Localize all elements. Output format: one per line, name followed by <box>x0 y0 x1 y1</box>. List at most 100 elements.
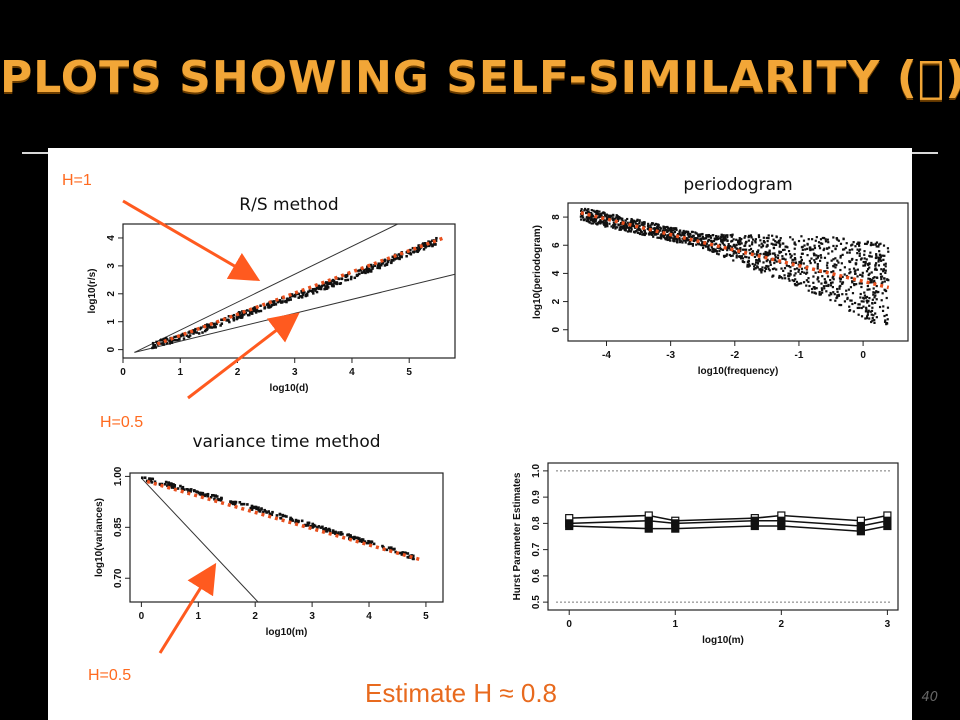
data-point <box>843 248 846 251</box>
data-point <box>872 314 875 317</box>
data-point <box>580 218 583 221</box>
data-point <box>634 222 638 225</box>
data-point <box>706 245 709 248</box>
data-point <box>232 319 236 322</box>
data-point <box>339 533 342 536</box>
data-point <box>748 249 751 252</box>
data-point <box>738 238 741 242</box>
data-point <box>831 286 834 289</box>
data-point <box>634 220 637 223</box>
data-point <box>416 249 420 252</box>
data-point <box>334 530 337 534</box>
data-point <box>813 259 816 262</box>
data-point <box>617 224 620 227</box>
data-point <box>260 507 263 510</box>
data-point <box>307 290 310 294</box>
data-point <box>875 268 878 271</box>
data-point <box>585 211 588 215</box>
data-point <box>871 306 874 309</box>
data-point <box>712 239 716 243</box>
data-point <box>647 232 651 235</box>
data-point <box>875 245 878 248</box>
data-point <box>205 326 209 329</box>
data-point <box>214 325 217 329</box>
data-point <box>886 278 889 281</box>
data-point <box>747 265 750 268</box>
data-point <box>879 242 882 245</box>
data-point <box>730 246 733 249</box>
data-point <box>267 304 271 307</box>
data-point <box>873 279 876 283</box>
data-point <box>835 263 838 267</box>
data-point <box>704 243 707 247</box>
data-point <box>385 548 389 552</box>
data-point <box>839 254 842 258</box>
data-point <box>743 236 746 239</box>
data-point <box>272 303 276 306</box>
data-point <box>788 279 791 282</box>
data-point <box>391 255 395 259</box>
data-point <box>707 233 711 237</box>
x-tick-label: 2 <box>235 367 241 378</box>
data-point <box>297 296 300 299</box>
data-point <box>605 213 608 216</box>
data-point <box>812 281 815 284</box>
data-point <box>823 256 827 259</box>
data-point <box>847 288 850 291</box>
data-point <box>800 267 804 270</box>
data-point <box>858 303 861 306</box>
data-point <box>281 513 285 517</box>
data-point <box>673 230 677 234</box>
data-point <box>813 261 817 264</box>
data-point <box>594 218 598 221</box>
data-point <box>417 245 420 248</box>
data-point <box>823 270 826 273</box>
data-point <box>670 230 673 233</box>
data-point <box>775 236 778 239</box>
data-point <box>263 307 266 310</box>
data-point <box>753 268 756 271</box>
data-point <box>164 480 168 484</box>
data-point <box>787 274 790 278</box>
data-point <box>265 511 268 514</box>
data-point <box>866 313 869 316</box>
data-point <box>670 227 673 230</box>
data-point <box>767 234 770 237</box>
data-point <box>604 224 608 227</box>
data-point <box>880 259 883 262</box>
data-point <box>842 237 845 240</box>
data-point <box>180 487 184 491</box>
data-point <box>819 259 822 262</box>
data-point <box>782 269 785 272</box>
data-point <box>772 246 775 249</box>
data-point <box>220 322 224 325</box>
data-point <box>836 259 839 262</box>
data-point <box>215 322 218 326</box>
plot-frame <box>122 223 456 359</box>
data-point <box>730 235 733 238</box>
variance-time-plot: 0 1 2 3 4 5 0.70 0.85 1.00 variance time method lo… <box>94 432 444 638</box>
data-point <box>748 252 752 255</box>
data-point <box>598 215 601 218</box>
y-axis-label: log10(variances) <box>94 498 105 577</box>
data-point <box>814 239 817 242</box>
data-point <box>280 300 283 304</box>
data-point <box>749 247 753 250</box>
data-point <box>644 232 648 235</box>
data-point <box>818 290 821 294</box>
data-point <box>808 259 811 263</box>
data-point <box>228 320 231 324</box>
y-tick-label: 4 <box>106 235 117 241</box>
data-point <box>747 259 750 262</box>
data-point <box>244 311 248 315</box>
data-point <box>866 288 869 291</box>
data-point <box>365 541 369 545</box>
data-point <box>758 260 761 263</box>
data-point <box>344 274 347 277</box>
data-point <box>717 235 720 238</box>
data-point <box>817 254 820 258</box>
data-point <box>726 246 729 249</box>
data-point <box>754 241 757 244</box>
data-point <box>435 236 438 240</box>
data-point <box>216 498 220 501</box>
